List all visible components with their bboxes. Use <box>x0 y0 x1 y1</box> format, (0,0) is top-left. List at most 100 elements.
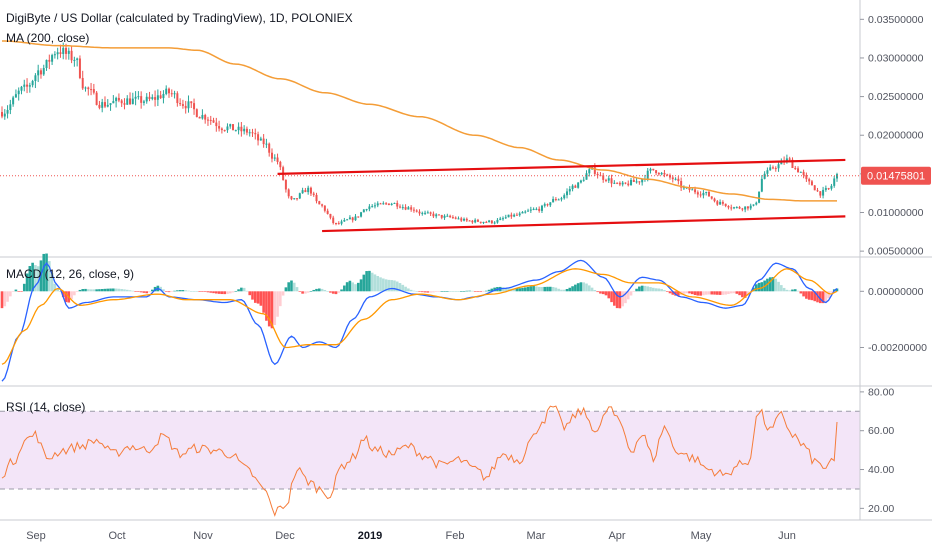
rsi-legend: RSI (14, close) <box>6 400 86 414</box>
candle-body <box>460 218 463 221</box>
candle-body <box>184 105 187 109</box>
macd-histogram-bar <box>515 288 519 292</box>
macd-histogram-bar <box>479 291 483 292</box>
macd-histogram-bar <box>53 283 57 292</box>
macd-histogram-bar <box>643 285 647 292</box>
candle-body <box>443 215 446 218</box>
macd-histogram-bar <box>262 291 265 313</box>
candle-body <box>201 114 204 119</box>
candle-body <box>379 203 382 205</box>
candle-body <box>624 182 627 184</box>
macd-histogram-bar <box>549 286 552 292</box>
candle-body <box>496 219 499 223</box>
candle-body <box>126 98 129 105</box>
candle-body <box>766 170 769 174</box>
price-axis-tick-label: 0.00500000 <box>868 246 924 258</box>
macd-histogram-bar <box>457 291 460 292</box>
candle-body <box>237 126 240 131</box>
macd-histogram-bar <box>398 283 402 292</box>
candle-body <box>607 178 610 181</box>
candle-body <box>540 205 543 211</box>
x-axis-label: Oct <box>108 530 125 542</box>
candle-body <box>546 204 549 206</box>
candle-body <box>76 58 79 60</box>
candle-body <box>688 187 691 190</box>
macd-histogram-bar <box>329 291 332 293</box>
macd-histogram-bar <box>64 291 68 303</box>
candle-body <box>724 203 727 206</box>
macd-histogram-bar <box>256 291 260 304</box>
candle-body <box>187 101 190 109</box>
macd-histogram-bar <box>682 291 686 294</box>
macd-histogram-bar <box>685 291 688 294</box>
candle-body <box>449 215 452 218</box>
price-axis-tick-label: 0.01000000 <box>868 207 924 219</box>
candle-body <box>604 179 607 181</box>
macd-histogram-bar <box>476 291 480 292</box>
candle-body <box>137 96 140 98</box>
macd-histogram-bar <box>276 291 279 317</box>
candle-body <box>749 205 752 209</box>
macd-histogram-bar <box>84 288 87 292</box>
candle-body <box>159 95 162 99</box>
macd-histogram-bar <box>312 289 316 292</box>
macd-histogram-bar <box>17 291 20 292</box>
x-axis-label: Jun <box>778 530 796 542</box>
price-tag <box>861 166 931 185</box>
macd-histogram-bar <box>348 280 352 292</box>
macd-histogram-bar <box>100 289 104 292</box>
candle-body <box>340 221 343 224</box>
candle-body <box>209 119 212 121</box>
macd-histogram-bar <box>228 291 232 294</box>
candle-body <box>276 157 279 162</box>
candle-body <box>42 68 45 75</box>
macd-histogram-bar <box>50 272 54 292</box>
ma-legend: MA (200, close) <box>6 31 90 45</box>
candle-body <box>48 59 51 62</box>
candle-body <box>479 221 482 223</box>
candle-body <box>610 178 613 184</box>
candle-body <box>627 183 630 186</box>
macd-histogram-bar <box>593 289 597 292</box>
candle-body <box>830 185 833 189</box>
macd-histogram-bar <box>813 291 817 302</box>
macd-histogram-bar <box>768 277 772 292</box>
candle-body <box>315 194 318 202</box>
macd-histogram-bar <box>334 291 338 295</box>
candle-body <box>6 109 9 114</box>
macd-histogram-bar <box>304 291 307 294</box>
candle-body <box>769 167 772 171</box>
macd-histogram-bar <box>621 291 624 307</box>
candle-body <box>20 86 23 91</box>
macd-histogram-bar <box>373 274 377 292</box>
candle-body <box>574 185 577 188</box>
macd-histogram-bar <box>485 290 488 292</box>
candle-body <box>554 199 557 201</box>
macd-histogram-bar <box>170 291 174 292</box>
candle-body <box>53 54 56 56</box>
candle-body <box>543 204 546 206</box>
rsi-line <box>1 405 838 517</box>
macd-histogram-bar <box>220 291 224 295</box>
candle-body <box>335 222 337 224</box>
macd-histogram-bar <box>89 289 93 292</box>
macd-histogram-bar <box>574 284 577 292</box>
candle-body <box>774 168 777 170</box>
macd-histogram-bar <box>395 281 399 292</box>
candle-body <box>257 134 260 141</box>
candle-body <box>794 168 797 170</box>
candle-body <box>566 191 569 196</box>
candle-body <box>248 132 251 134</box>
candle-body <box>323 205 326 211</box>
candle-body <box>660 172 663 175</box>
candle-body <box>760 178 763 192</box>
macd-histogram-bar <box>713 291 716 295</box>
macd-histogram-bar <box>668 291 672 294</box>
rsi-series <box>1 405 838 517</box>
macd-histogram-bar <box>757 282 761 292</box>
macd-histogram-bar <box>70 291 73 300</box>
candle-body <box>593 167 596 174</box>
candle-body <box>65 47 68 54</box>
